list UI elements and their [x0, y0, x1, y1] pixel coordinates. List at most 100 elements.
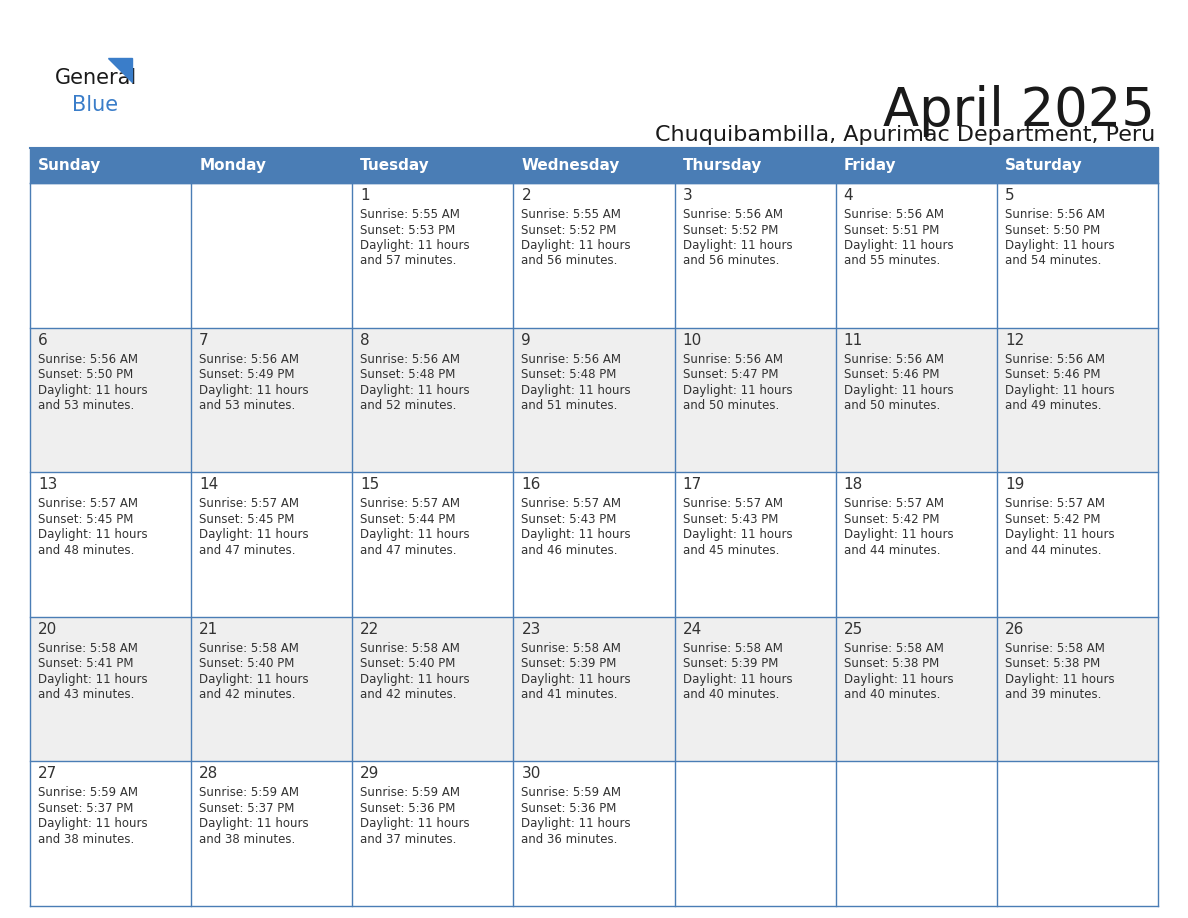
Text: Daylight: 11 hours: Daylight: 11 hours — [38, 528, 147, 542]
Text: Daylight: 11 hours: Daylight: 11 hours — [360, 239, 470, 252]
Text: Sunrise: 5:57 AM: Sunrise: 5:57 AM — [360, 498, 460, 510]
Text: Sunrise: 5:56 AM: Sunrise: 5:56 AM — [1005, 208, 1105, 221]
Text: 30: 30 — [522, 767, 541, 781]
Bar — [997, 148, 1158, 183]
Text: 5: 5 — [1005, 188, 1015, 203]
Text: Daylight: 11 hours: Daylight: 11 hours — [843, 528, 953, 542]
Text: Sunrise: 5:57 AM: Sunrise: 5:57 AM — [683, 498, 783, 510]
Text: Daylight: 11 hours: Daylight: 11 hours — [843, 239, 953, 252]
Text: Daylight: 11 hours: Daylight: 11 hours — [683, 673, 792, 686]
Bar — [191, 183, 353, 328]
Text: Sunset: 5:44 PM: Sunset: 5:44 PM — [360, 512, 456, 526]
Text: 13: 13 — [38, 477, 57, 492]
Text: and 42 minutes.: and 42 minutes. — [360, 688, 456, 701]
Bar — [997, 183, 1158, 328]
Text: Sunset: 5:42 PM: Sunset: 5:42 PM — [843, 512, 940, 526]
Text: 25: 25 — [843, 621, 862, 637]
Text: 29: 29 — [360, 767, 380, 781]
Text: Sunrise: 5:59 AM: Sunrise: 5:59 AM — [38, 787, 138, 800]
Text: Sunrise: 5:55 AM: Sunrise: 5:55 AM — [522, 208, 621, 221]
Text: and 50 minutes.: and 50 minutes. — [683, 399, 779, 412]
Text: 1: 1 — [360, 188, 369, 203]
Text: 11: 11 — [843, 332, 862, 348]
Bar — [191, 761, 353, 906]
Bar — [835, 328, 997, 472]
Text: Sunset: 5:38 PM: Sunset: 5:38 PM — [1005, 657, 1100, 670]
Text: Sunrise: 5:57 AM: Sunrise: 5:57 AM — [1005, 498, 1105, 510]
Text: 3: 3 — [683, 188, 693, 203]
Text: 20: 20 — [38, 621, 57, 637]
Text: Sunset: 5:41 PM: Sunset: 5:41 PM — [38, 657, 133, 670]
Text: Daylight: 11 hours: Daylight: 11 hours — [522, 817, 631, 831]
Bar — [513, 761, 675, 906]
Text: 10: 10 — [683, 332, 702, 348]
Text: Sunset: 5:53 PM: Sunset: 5:53 PM — [360, 223, 455, 237]
Bar — [353, 617, 513, 761]
Bar — [513, 183, 675, 328]
Text: and 41 minutes.: and 41 minutes. — [522, 688, 618, 701]
Bar — [30, 183, 191, 328]
Text: and 57 minutes.: and 57 minutes. — [360, 254, 456, 267]
Text: Daylight: 11 hours: Daylight: 11 hours — [522, 239, 631, 252]
Text: and 46 minutes.: and 46 minutes. — [522, 543, 618, 556]
Text: Sunset: 5:40 PM: Sunset: 5:40 PM — [360, 657, 456, 670]
Text: 6: 6 — [38, 332, 48, 348]
Text: and 56 minutes.: and 56 minutes. — [522, 254, 618, 267]
Text: Daylight: 11 hours: Daylight: 11 hours — [1005, 239, 1114, 252]
Text: Sunrise: 5:58 AM: Sunrise: 5:58 AM — [200, 642, 299, 655]
Text: Daylight: 11 hours: Daylight: 11 hours — [522, 528, 631, 542]
Text: 12: 12 — [1005, 332, 1024, 348]
Text: Wednesday: Wednesday — [522, 158, 620, 173]
Text: 17: 17 — [683, 477, 702, 492]
Text: Sunrise: 5:56 AM: Sunrise: 5:56 AM — [843, 208, 943, 221]
Bar — [191, 617, 353, 761]
Text: Sunset: 5:48 PM: Sunset: 5:48 PM — [522, 368, 617, 381]
Text: 27: 27 — [38, 767, 57, 781]
Text: and 51 minutes.: and 51 minutes. — [522, 399, 618, 412]
Text: Sunset: 5:50 PM: Sunset: 5:50 PM — [38, 368, 133, 381]
Text: Daylight: 11 hours: Daylight: 11 hours — [683, 528, 792, 542]
Text: 19: 19 — [1005, 477, 1024, 492]
Bar — [835, 472, 997, 617]
Bar — [675, 148, 835, 183]
Text: Sunrise: 5:58 AM: Sunrise: 5:58 AM — [683, 642, 783, 655]
Bar — [191, 148, 353, 183]
Text: Sunset: 5:39 PM: Sunset: 5:39 PM — [683, 657, 778, 670]
Text: Daylight: 11 hours: Daylight: 11 hours — [38, 673, 147, 686]
Text: Daylight: 11 hours: Daylight: 11 hours — [683, 239, 792, 252]
Text: April 2025: April 2025 — [883, 85, 1155, 137]
Text: Sunset: 5:38 PM: Sunset: 5:38 PM — [843, 657, 939, 670]
Text: 4: 4 — [843, 188, 853, 203]
Bar — [30, 761, 191, 906]
Text: Sunrise: 5:56 AM: Sunrise: 5:56 AM — [360, 353, 460, 365]
Text: Daylight: 11 hours: Daylight: 11 hours — [522, 673, 631, 686]
Bar — [191, 472, 353, 617]
Text: Daylight: 11 hours: Daylight: 11 hours — [200, 528, 309, 542]
Text: Sunset: 5:37 PM: Sunset: 5:37 PM — [38, 802, 133, 815]
Text: Sunset: 5:47 PM: Sunset: 5:47 PM — [683, 368, 778, 381]
Text: Sunset: 5:45 PM: Sunset: 5:45 PM — [200, 512, 295, 526]
Text: Daylight: 11 hours: Daylight: 11 hours — [843, 384, 953, 397]
Text: Sunset: 5:43 PM: Sunset: 5:43 PM — [522, 512, 617, 526]
Text: and 38 minutes.: and 38 minutes. — [200, 833, 296, 845]
Text: and 50 minutes.: and 50 minutes. — [843, 399, 940, 412]
Text: and 40 minutes.: and 40 minutes. — [683, 688, 779, 701]
Text: and 39 minutes.: and 39 minutes. — [1005, 688, 1101, 701]
Text: Daylight: 11 hours: Daylight: 11 hours — [843, 673, 953, 686]
Text: Sunrise: 5:56 AM: Sunrise: 5:56 AM — [38, 353, 138, 365]
Text: 24: 24 — [683, 621, 702, 637]
Text: Sunrise: 5:59 AM: Sunrise: 5:59 AM — [360, 787, 460, 800]
Text: Sunday: Sunday — [38, 158, 101, 173]
Text: and 55 minutes.: and 55 minutes. — [843, 254, 940, 267]
Text: Saturday: Saturday — [1005, 158, 1082, 173]
Text: 21: 21 — [200, 621, 219, 637]
Bar — [513, 472, 675, 617]
Text: Sunset: 5:50 PM: Sunset: 5:50 PM — [1005, 223, 1100, 237]
Text: and 36 minutes.: and 36 minutes. — [522, 833, 618, 845]
Text: and 42 minutes.: and 42 minutes. — [200, 688, 296, 701]
Text: 15: 15 — [360, 477, 379, 492]
Bar — [191, 328, 353, 472]
Text: and 43 minutes.: and 43 minutes. — [38, 688, 134, 701]
Text: 8: 8 — [360, 332, 369, 348]
Text: Sunrise: 5:58 AM: Sunrise: 5:58 AM — [843, 642, 943, 655]
